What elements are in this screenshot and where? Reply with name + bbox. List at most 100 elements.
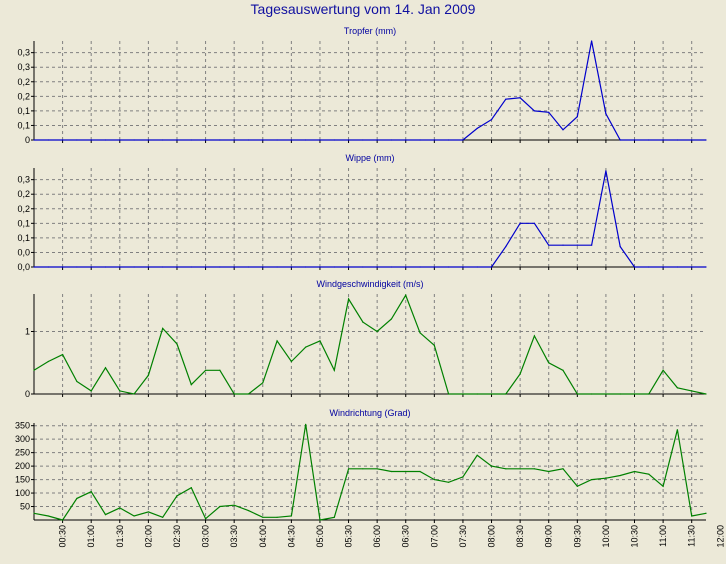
data-point xyxy=(591,393,593,395)
data-point xyxy=(591,244,593,246)
data-point xyxy=(405,470,407,473)
data-point xyxy=(448,393,450,395)
x-tick-label: 12:00 xyxy=(715,525,725,548)
data-point xyxy=(119,266,121,268)
x-tick-label: 04:30 xyxy=(286,525,296,548)
data-point xyxy=(147,266,149,268)
data-point xyxy=(448,266,450,268)
data-point xyxy=(104,514,107,516)
x-tick-label: 07:00 xyxy=(429,525,439,548)
data-point xyxy=(233,393,235,395)
plot-area xyxy=(34,41,706,140)
x-tick-label: 09:30 xyxy=(572,525,582,548)
data-point xyxy=(533,222,536,224)
data-point xyxy=(648,266,650,268)
chart-panel-2: Wippe (mm) 0,0 0,0 0,1 0,1 0,2 0,2 0,3 xyxy=(17,153,707,272)
data-point xyxy=(648,139,650,141)
data-point xyxy=(591,40,593,42)
x-tick-label: 11:00 xyxy=(658,525,668,547)
data-point xyxy=(505,393,507,395)
data-point xyxy=(276,340,278,342)
data-point xyxy=(548,470,550,473)
y-tick-label: 0,3 xyxy=(17,48,30,58)
data-point xyxy=(247,393,250,395)
data-point xyxy=(619,474,621,477)
data-point xyxy=(233,139,235,141)
x-tick-label: 11:30 xyxy=(687,525,697,547)
data-point xyxy=(519,222,521,224)
data-point xyxy=(204,518,207,520)
data-point xyxy=(433,478,435,481)
data-point xyxy=(276,139,278,141)
data-point xyxy=(61,139,64,141)
data-point xyxy=(104,139,107,141)
data-point xyxy=(676,139,679,141)
data-point xyxy=(405,266,407,268)
data-point xyxy=(576,393,578,395)
data-point xyxy=(333,139,335,141)
data-point xyxy=(190,487,192,489)
data-point xyxy=(90,139,92,141)
data-point xyxy=(605,113,607,115)
data-point xyxy=(619,246,621,248)
data-point xyxy=(362,266,364,268)
data-point xyxy=(233,266,235,268)
data-point xyxy=(462,266,464,268)
data-point xyxy=(362,139,364,141)
x-tick-label: 02:00 xyxy=(143,525,153,548)
data-point xyxy=(433,344,435,346)
y-tick-label: 0,3 xyxy=(17,62,30,72)
data-point xyxy=(204,139,207,141)
data-point xyxy=(262,139,264,141)
data-point xyxy=(162,516,164,518)
y-tick-label: 150 xyxy=(15,475,30,485)
data-point xyxy=(405,294,407,296)
x-tick-label: 00:30 xyxy=(58,525,68,548)
data-point xyxy=(619,393,621,395)
data-point xyxy=(705,393,707,395)
y-tick-label: 250 xyxy=(15,448,30,458)
data-point xyxy=(548,362,550,364)
data-point xyxy=(262,516,264,518)
data-point xyxy=(505,246,507,248)
y-tick-label: 50 xyxy=(20,502,30,512)
panel-title: Windrichtung (Grad) xyxy=(329,408,410,418)
data-point xyxy=(61,354,64,356)
data-point xyxy=(562,468,564,470)
data-point xyxy=(162,139,164,141)
data-point xyxy=(347,139,350,141)
data-point xyxy=(247,266,250,268)
data-point xyxy=(462,393,464,395)
data-point xyxy=(605,393,607,395)
data-point xyxy=(691,515,693,517)
data-point xyxy=(505,98,507,100)
data-point xyxy=(33,266,35,268)
data-point xyxy=(262,382,264,384)
data-point xyxy=(633,266,636,268)
data-point xyxy=(176,343,178,345)
data-point xyxy=(519,468,521,470)
panel-title: Wippe (mm) xyxy=(346,153,395,163)
data-point xyxy=(662,485,664,487)
y-tick-label: 0,1 xyxy=(17,120,30,130)
data-point xyxy=(705,512,707,514)
data-point xyxy=(576,244,578,246)
data-point xyxy=(190,384,192,386)
data-point xyxy=(419,266,421,268)
data-point xyxy=(562,369,564,371)
data-point xyxy=(262,266,264,268)
data-point xyxy=(90,491,92,493)
data-point xyxy=(90,390,92,392)
y-tick-label: 350 xyxy=(15,421,30,431)
data-point xyxy=(448,139,450,141)
x-tick-label: 08:30 xyxy=(515,525,525,548)
plot-area xyxy=(34,168,706,267)
data-point xyxy=(305,346,307,348)
x-tick-label: 08:00 xyxy=(487,525,497,548)
y-tick-label: 0 xyxy=(25,389,30,399)
data-point xyxy=(76,266,78,268)
data-point xyxy=(633,470,636,473)
y-tick-label: 0,0 xyxy=(17,262,30,272)
chart-title: Tagesauswertung vom 14. Jan 2009 xyxy=(250,1,476,17)
